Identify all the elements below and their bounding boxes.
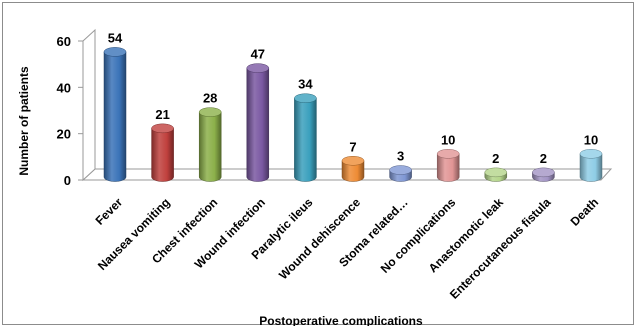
bar-body (436, 153, 460, 182)
y-tick-label: 20 (57, 127, 71, 142)
x-tick-label: Death (568, 195, 601, 228)
bar-top (103, 47, 127, 57)
value-label: 54 (108, 30, 123, 45)
bar-top (246, 63, 270, 73)
x-tick-label: Fever (93, 195, 126, 228)
bar-7 (436, 149, 460, 182)
bar-6 (389, 165, 412, 182)
bar-top (389, 165, 412, 175)
y-tick-label: 60 (57, 34, 71, 49)
value-label: 3 (397, 149, 404, 164)
bar-8 (484, 167, 508, 182)
value-label: 7 (349, 139, 356, 154)
bar-top (294, 93, 317, 103)
value-label: 2 (492, 151, 499, 166)
bar-4 (294, 93, 317, 182)
bar-10 (579, 149, 603, 182)
y-tick-label: 0 (64, 173, 71, 188)
bar-body (341, 160, 365, 182)
chart-wall (82, 28, 96, 182)
bar-top (532, 167, 555, 178)
value-label: 2 (540, 151, 547, 166)
chart-frame: 0 20 40 60 54 21 28 47 34 7 3 10 2 2 10 Fever Nausea v… (2, 2, 634, 328)
bar-top (436, 149, 460, 159)
bar-0 (103, 47, 127, 182)
value-label: 10 (441, 132, 455, 147)
bars (103, 47, 603, 182)
bar-body (198, 111, 222, 182)
bar-top (484, 167, 508, 178)
value-labels: 54 21 28 47 34 7 3 10 2 2 10 (108, 30, 598, 165)
bar-2 (198, 107, 222, 182)
bar-top (341, 156, 365, 166)
y-axis: 0 20 40 60 (57, 34, 83, 188)
bar-1 (151, 123, 174, 182)
bar-9 (532, 167, 555, 182)
value-label: 34 (298, 77, 313, 92)
bar-3 (246, 63, 270, 182)
bar-top (579, 149, 603, 159)
bar-body (151, 128, 174, 182)
value-label: 21 (155, 107, 169, 122)
value-label: 28 (203, 91, 217, 106)
x-tick-label: Enterocutaneous fistula (447, 195, 554, 302)
x-axis-title: Postoperative complications (259, 314, 423, 326)
bar-body (579, 153, 603, 182)
bar-top (198, 107, 222, 117)
y-axis-title: Number of patients (17, 66, 31, 176)
y-tick-label: 40 (57, 80, 71, 95)
bar-body (294, 97, 317, 182)
bar-body (246, 67, 270, 182)
bar-top (151, 123, 174, 134)
bar-5 (341, 156, 365, 182)
value-label: 47 (251, 47, 265, 62)
value-label: 10 (584, 132, 598, 147)
bar-body (103, 51, 127, 182)
x-tick-label: Wound dehiscence (276, 195, 363, 282)
